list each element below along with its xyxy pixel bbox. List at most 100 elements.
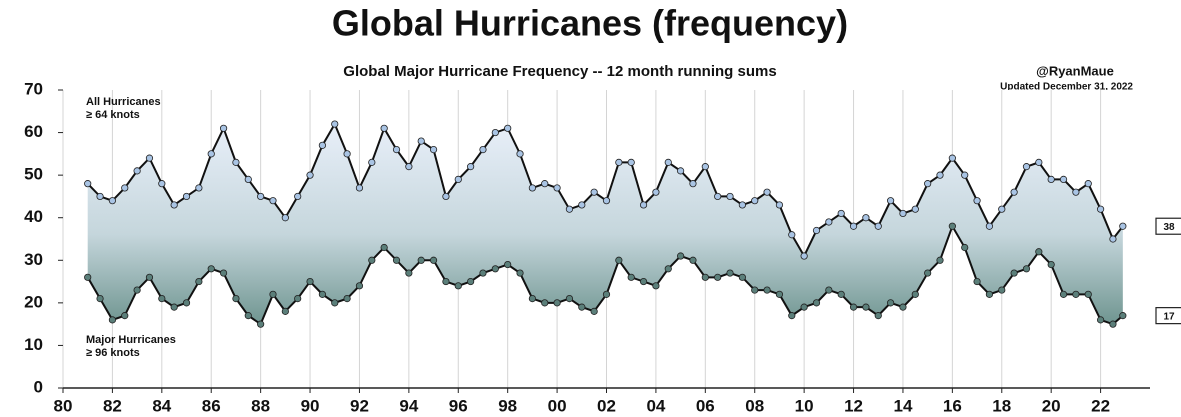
point [442,277,450,286]
point [417,256,425,264]
point [652,282,660,290]
y-tick-label: 70 [24,79,43,98]
annotation: ≥ 64 knots [86,109,140,121]
point [355,282,364,290]
point [343,294,351,303]
point [207,265,215,273]
point [380,243,388,252]
point [924,269,932,277]
point [1035,248,1043,256]
point [491,128,499,137]
x-tick-label: 80 [54,396,73,415]
y-tick-label: 20 [24,292,43,311]
point [207,150,215,158]
point [800,303,808,311]
point [528,294,536,303]
point [1010,269,1018,277]
point [1010,188,1018,196]
point [1022,265,1031,273]
point [84,273,92,281]
point [862,303,870,311]
point [973,197,981,205]
point [627,273,635,281]
point [257,192,265,201]
point [467,277,475,286]
point [763,188,771,196]
x-tick-label: 94 [399,396,418,415]
x-tick-label: 04 [646,396,665,415]
point [516,150,524,158]
point [257,320,265,328]
point [738,201,746,209]
point [318,141,326,149]
point [948,154,956,162]
point [133,167,141,175]
point [1035,158,1043,166]
point [195,184,203,192]
point [825,218,833,226]
x-tick-label: 20 [1042,396,1061,415]
point [343,150,351,158]
chart-title: Global Hurricanes (frequency) [332,3,848,44]
point [714,273,722,281]
x-tick-label: 92 [350,396,369,415]
x-tick-label: 14 [893,396,912,415]
x-tick-label: 18 [992,396,1011,415]
point [479,269,487,277]
point [108,316,117,324]
point [269,197,277,205]
point [887,197,895,205]
point [1096,316,1105,324]
point [1084,290,1092,298]
point [1119,312,1127,320]
point [751,286,759,294]
point [985,222,994,230]
point [1072,290,1080,298]
point [948,222,956,230]
point [467,163,475,171]
point [355,184,364,192]
point [911,290,919,298]
point [232,294,240,303]
point [775,201,784,209]
point [590,307,598,315]
point [158,180,166,188]
y-tick-label: 40 [24,207,43,226]
point [751,197,759,205]
point [417,137,425,145]
point [281,214,289,222]
point [541,180,549,188]
point [170,201,178,209]
point [1119,222,1127,230]
point [677,252,685,260]
point [96,294,104,303]
point [998,286,1006,294]
point [602,197,611,205]
end-label-box [1155,217,1181,235]
point [701,273,709,281]
point [825,286,833,294]
point [306,277,314,286]
annotation: Major Hurricanes [86,334,176,346]
point [565,205,574,213]
y-tick-label: 0 [34,377,43,396]
point [269,290,277,298]
point [714,192,722,201]
point [1047,175,1055,183]
point [726,192,734,201]
point [528,184,536,192]
point [331,120,339,128]
point [442,192,450,201]
point [121,312,129,320]
point [281,307,289,315]
x-tick-label: 10 [795,396,814,415]
point [788,231,796,239]
point [936,171,944,179]
point [763,286,771,294]
point [565,294,574,303]
point [664,265,672,273]
x-tick-label: 06 [696,396,715,415]
x-tick-label: 00 [548,396,567,415]
point [491,265,499,273]
